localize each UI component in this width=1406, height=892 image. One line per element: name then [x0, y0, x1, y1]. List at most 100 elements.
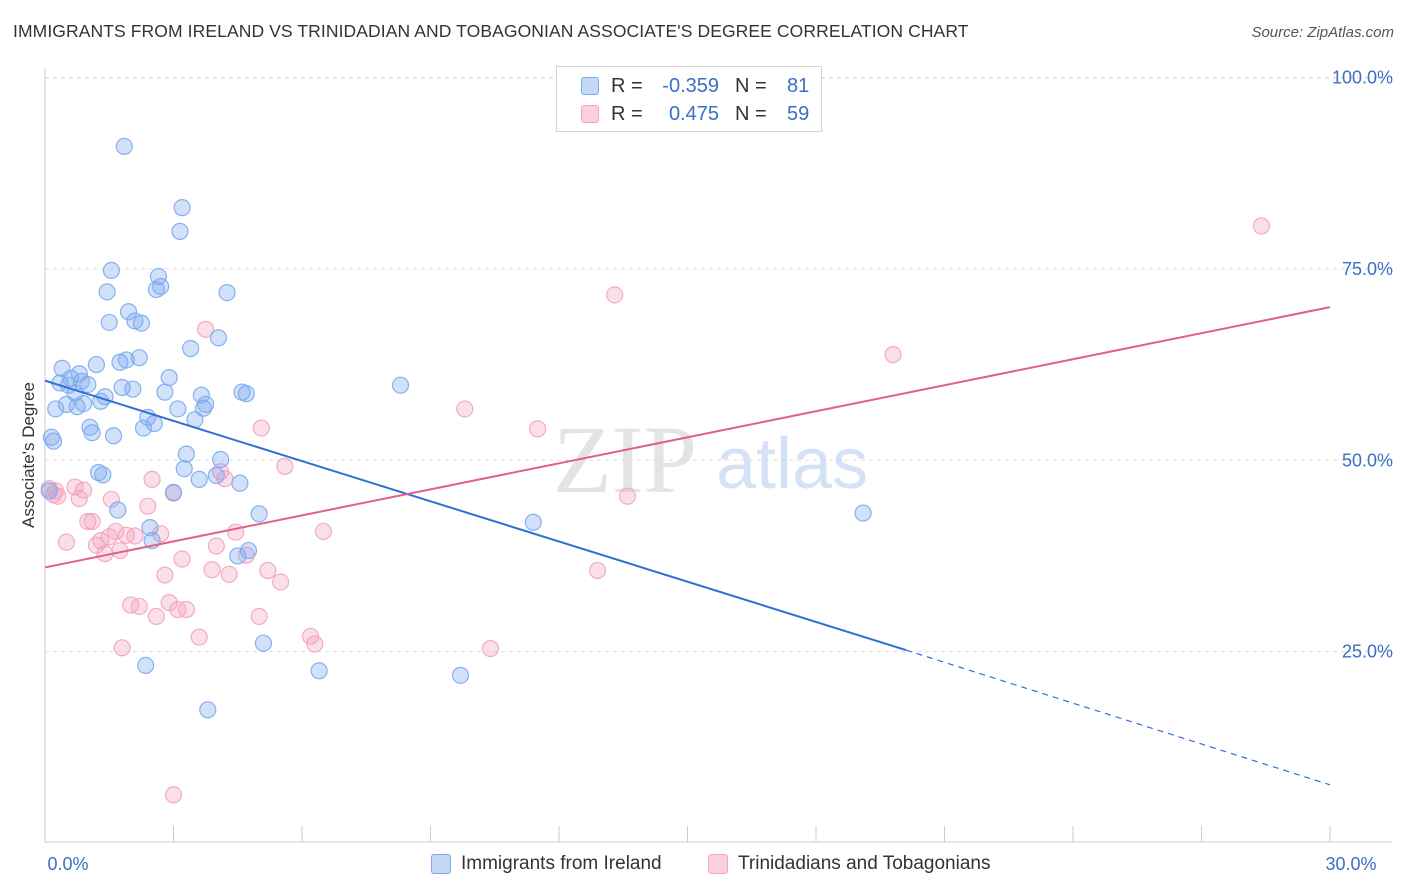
- legend-n-value: 81: [787, 74, 810, 97]
- point-trinidad: [276, 457, 294, 475]
- series-swatch-trinidad: [708, 854, 728, 874]
- point-ireland: [171, 222, 189, 240]
- point-ireland: [44, 432, 63, 450]
- point-trinidad: [884, 346, 902, 364]
- point-trinidad: [220, 565, 238, 583]
- trend-line-trinidad: [44, 306, 1331, 569]
- legend-n-label: N =: [735, 102, 767, 125]
- point-ireland: [451, 666, 470, 684]
- point-ireland: [83, 424, 101, 442]
- point-ireland: [199, 701, 217, 719]
- point-trinidad: [152, 525, 170, 543]
- point-ireland: [100, 313, 118, 332]
- legend-n-value: 59: [787, 102, 810, 125]
- trend-line-ireland-extension: [905, 649, 1331, 786]
- point-ireland: [175, 460, 193, 478]
- point-ireland: [137, 656, 155, 675]
- point-ireland: [47, 400, 65, 418]
- point-ireland: [218, 284, 236, 302]
- point-ireland: [113, 378, 131, 397]
- legend-r-label: R =: [611, 74, 643, 97]
- point-ireland: [212, 450, 230, 469]
- point-trinidad: [57, 533, 76, 551]
- point-trinidad: [147, 607, 165, 626]
- source-label: Source: ZipAtlas.com: [1251, 24, 1394, 41]
- point-ireland: [141, 519, 159, 537]
- series-swatch-ireland: [431, 854, 451, 874]
- point-ireland: [182, 339, 200, 358]
- legend-swatch-ireland: [581, 77, 599, 95]
- point-ireland: [854, 504, 872, 522]
- point-ireland: [152, 277, 170, 296]
- point-ireland: [132, 314, 150, 332]
- point-trinidad: [107, 522, 125, 541]
- point-trinidad: [74, 481, 93, 499]
- point-trinidad: [456, 400, 474, 418]
- point-trinidad: [177, 600, 195, 619]
- point-ireland: [87, 355, 106, 374]
- series-label-trinidad: Trinidadians and Tobagonians: [738, 853, 991, 874]
- legend-r-value: -0.359: [662, 74, 719, 97]
- point-ireland: [145, 414, 163, 433]
- point-trinidad: [606, 286, 624, 304]
- point-ireland: [197, 395, 215, 413]
- point-trinidad: [117, 526, 135, 544]
- point-trinidad: [481, 639, 500, 658]
- series-legend-ireland: Immigrants from Ireland: [431, 851, 662, 877]
- point-ireland: [98, 283, 116, 301]
- point-trinidad: [79, 512, 97, 531]
- point-trinidad: [528, 420, 547, 438]
- point-trinidad: [160, 594, 178, 612]
- point-ireland: [79, 375, 97, 394]
- point-ireland: [254, 634, 273, 652]
- point-trinidad: [306, 635, 324, 653]
- watermark: ZIP atlas: [553, 406, 868, 513]
- point-trinidad: [156, 566, 174, 584]
- point-ireland: [94, 466, 112, 484]
- point-trinidad: [92, 532, 110, 550]
- point-trinidad: [143, 470, 161, 488]
- point-trinidad: [70, 489, 88, 508]
- trend-line-ireland: [44, 379, 907, 652]
- point-trinidad: [271, 573, 290, 591]
- point-trinidad: [252, 419, 270, 437]
- point-trinidad: [49, 487, 67, 505]
- y-tick-label: 50.0%: [1342, 450, 1393, 470]
- point-ireland: [130, 349, 148, 367]
- point-trinidad: [130, 597, 148, 616]
- point-trinidad: [250, 607, 268, 626]
- point-ireland: [57, 395, 76, 413]
- point-ireland: [391, 376, 410, 394]
- point-ireland: [250, 505, 268, 523]
- point-trinidad: [173, 550, 191, 568]
- point-trinidad: [227, 523, 245, 541]
- point-ireland: [109, 501, 127, 519]
- point-ireland: [164, 483, 183, 502]
- point-ireland: [207, 466, 225, 485]
- point-ireland: [117, 351, 135, 369]
- point-trinidad: [102, 490, 120, 508]
- point-ireland: [209, 329, 228, 347]
- legend-n-label: N =: [735, 74, 767, 97]
- point-trinidad: [126, 527, 144, 545]
- point-trinidad: [588, 561, 607, 580]
- watermark-atlas: atlas: [716, 424, 868, 504]
- point-ireland: [192, 386, 210, 404]
- axis-labels: Associate's Degree 25.0% 50.0% 75.0% 100.0%…: [19, 68, 1393, 875]
- point-ireland: [310, 662, 328, 680]
- point-trinidad: [139, 497, 157, 515]
- point-ireland: [115, 137, 133, 155]
- point-trinidad: [618, 487, 637, 505]
- point-trinidad: [113, 639, 131, 657]
- y-tick-label: 25.0%: [1342, 642, 1393, 662]
- grid-lines: [45, 77, 1392, 653]
- x-tick-label: 30.0%: [1325, 854, 1376, 874]
- point-trinidad: [207, 537, 225, 555]
- point-ireland: [177, 445, 195, 463]
- legend-r-value: 0.475: [668, 102, 719, 125]
- legend-swatch-trinidad: [581, 105, 599, 123]
- point-ireland: [40, 482, 58, 500]
- point-ireland: [231, 474, 249, 492]
- legend-r-label: R =: [611, 102, 643, 125]
- point-trinidad: [83, 512, 101, 531]
